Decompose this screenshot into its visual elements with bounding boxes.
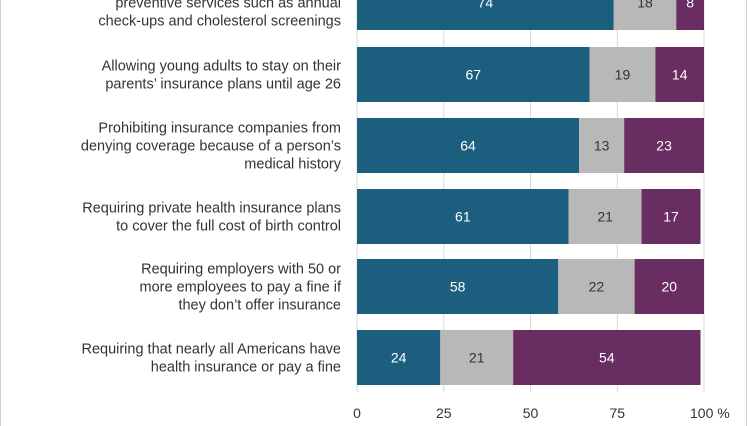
bar-segment bbox=[655, 47, 704, 102]
bar-segment bbox=[568, 189, 642, 244]
bar-segment bbox=[676, 0, 704, 30]
bar-segment bbox=[357, 47, 590, 102]
bar-value-label: 58 bbox=[450, 279, 466, 295]
bar-segment bbox=[440, 330, 514, 385]
bar-value-label: 17 bbox=[663, 209, 679, 225]
bar-segment bbox=[357, 0, 614, 30]
bar-value-label: 67 bbox=[465, 67, 481, 83]
bar-value-label: 8 bbox=[686, 0, 694, 11]
x-tick-label: 25 bbox=[436, 405, 452, 421]
x-tick-label: 75 bbox=[609, 405, 625, 421]
bar-segment bbox=[624, 118, 704, 173]
bar-segment bbox=[579, 118, 625, 173]
category-label: Allowing young adults to stay on their pa… bbox=[102, 59, 342, 93]
category-label: Requiring that nearly all Americans have… bbox=[81, 342, 341, 376]
bar-segment bbox=[589, 47, 656, 102]
bar-segment bbox=[558, 259, 635, 314]
bar-value-label: 24 bbox=[391, 350, 407, 366]
bar-value-label: 19 bbox=[615, 67, 631, 83]
category-label: Requiring insurance companies to coverpr… bbox=[82, 0, 341, 30]
frame-left-edge bbox=[0, 0, 1, 426]
bar-value-label: 23 bbox=[656, 138, 672, 154]
x-tick-label: 100 % bbox=[690, 405, 730, 421]
bar-value-label: 22 bbox=[589, 279, 605, 295]
x-tick-label: 50 bbox=[523, 405, 539, 421]
bar-value-label: 54 bbox=[599, 350, 615, 366]
category-label: Requiring private health insurance plans… bbox=[82, 201, 341, 235]
category-label: Requiring employers with 50 or more emplo… bbox=[140, 262, 342, 314]
bar-value-label: 74 bbox=[478, 0, 494, 11]
bar-segment bbox=[357, 118, 580, 173]
bar-segment bbox=[357, 189, 569, 244]
bar-value-label: 13 bbox=[594, 138, 610, 154]
bar-segment bbox=[641, 189, 701, 244]
bar-segment bbox=[357, 330, 441, 385]
bar-segment bbox=[613, 0, 677, 30]
bar-value-label: 21 bbox=[597, 209, 613, 225]
category-label: Prohibiting insurance companies from deny… bbox=[81, 121, 342, 173]
bar-value-label: 21 bbox=[469, 350, 485, 366]
bar-segment bbox=[357, 259, 559, 314]
bar-value-label: 14 bbox=[672, 67, 688, 83]
bar-segment bbox=[513, 330, 701, 385]
bar-segment bbox=[634, 259, 704, 314]
bar-value-label: 20 bbox=[662, 279, 678, 295]
bar-value-label: 18 bbox=[637, 0, 653, 11]
bar-value-label: 64 bbox=[460, 138, 476, 154]
bar-value-label: 61 bbox=[455, 209, 471, 225]
x-tick-label: 0 bbox=[353, 405, 361, 421]
